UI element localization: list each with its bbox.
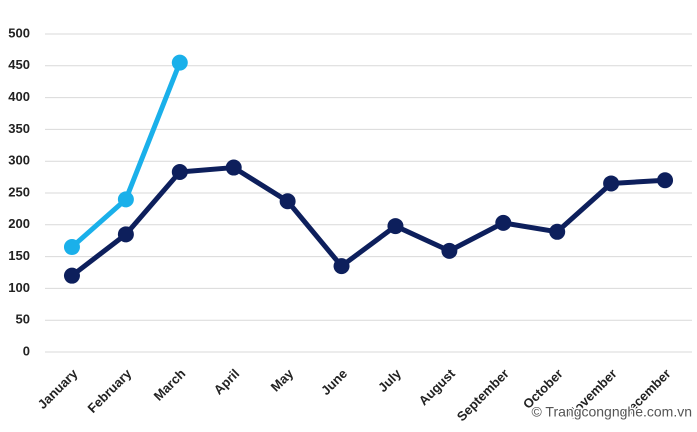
y-tick-label: 350 bbox=[8, 121, 30, 136]
marker bbox=[279, 193, 296, 210]
y-tick-label: 150 bbox=[8, 248, 30, 263]
y-tick-label: 50 bbox=[16, 312, 30, 327]
watermark: © Trangcongnghe.com.vn bbox=[531, 404, 692, 420]
marker bbox=[117, 226, 134, 243]
marker bbox=[225, 159, 242, 176]
y-tick-label: 200 bbox=[8, 216, 30, 231]
x-tick-label: July bbox=[375, 365, 405, 395]
marker bbox=[549, 223, 566, 240]
y-tick-label: 100 bbox=[8, 280, 30, 295]
marker bbox=[387, 218, 404, 235]
marker bbox=[63, 239, 80, 256]
y-tick-label: 300 bbox=[8, 153, 30, 168]
marker bbox=[117, 191, 134, 208]
marker bbox=[441, 242, 458, 259]
x-tick-label: June bbox=[318, 366, 350, 398]
x-tick-label: August bbox=[416, 365, 459, 408]
marker bbox=[63, 267, 80, 284]
marker bbox=[333, 258, 350, 275]
y-tick-label: 450 bbox=[8, 57, 30, 72]
marker bbox=[171, 54, 188, 71]
x-tick-label: February bbox=[84, 365, 134, 415]
y-tick-label: 500 bbox=[8, 25, 30, 40]
y-tick-label: 250 bbox=[8, 184, 30, 199]
y-tick-label: 0 bbox=[23, 343, 30, 358]
marker bbox=[171, 164, 188, 181]
marker bbox=[657, 172, 674, 189]
line bbox=[70, 165, 666, 278]
x-tick-label: April bbox=[211, 366, 243, 398]
x-tick-label: September bbox=[454, 366, 512, 424]
marker bbox=[603, 175, 620, 192]
x-tick-label: March bbox=[151, 366, 189, 404]
y-tick-label: 400 bbox=[8, 89, 30, 104]
line bbox=[70, 61, 183, 249]
x-tick-label: January bbox=[35, 365, 81, 411]
x-tick-label: May bbox=[268, 365, 297, 394]
marker bbox=[495, 214, 512, 231]
